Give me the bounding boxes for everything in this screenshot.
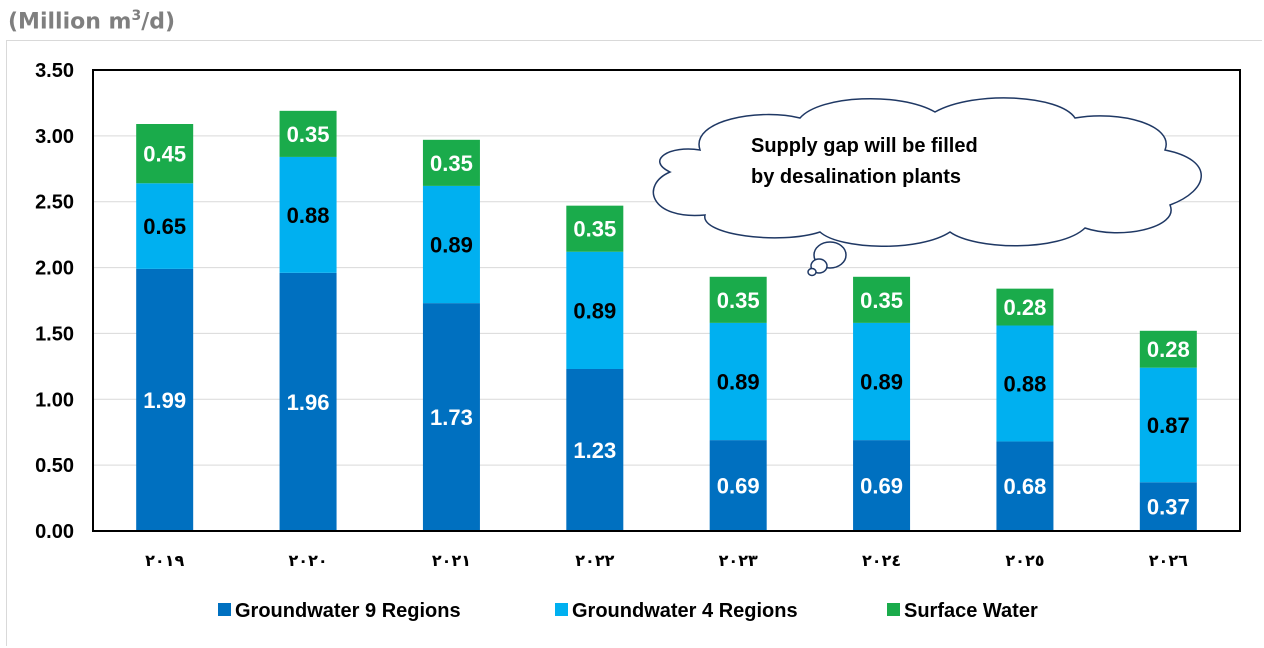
callout-line-2: by desalination plants bbox=[751, 166, 961, 188]
data-label: 0.88 bbox=[287, 203, 330, 228]
data-label: 0.37 bbox=[1147, 495, 1190, 520]
bar-segment bbox=[422, 185, 480, 304]
legend-label: Groundwater 4 Regions bbox=[572, 600, 798, 622]
legend-swatch bbox=[887, 603, 900, 616]
legend-label: Groundwater 9 Regions bbox=[235, 600, 461, 622]
bar-segment bbox=[136, 183, 194, 269]
data-label: 0.28 bbox=[1147, 337, 1190, 362]
chart-frame bbox=[6, 40, 1262, 646]
data-label: 0.68 bbox=[1004, 474, 1047, 499]
y-tick-label: 1.00 bbox=[35, 389, 74, 411]
y-tick-label: 3.00 bbox=[35, 126, 74, 148]
data-label: 0.89 bbox=[430, 233, 473, 258]
y-tick-label: 2.50 bbox=[35, 192, 74, 214]
bar-segment bbox=[1139, 367, 1197, 483]
bar-segment bbox=[853, 440, 911, 531]
bar-segment bbox=[566, 368, 624, 531]
data-label: 0.69 bbox=[717, 474, 760, 499]
callout-cloud: Supply gap will be filled by desalinatio… bbox=[652, 97, 1202, 277]
x-tick-label: ٢٠١٩ bbox=[145, 551, 184, 570]
data-label: 0.65 bbox=[143, 214, 186, 239]
bar-segment bbox=[996, 288, 1054, 326]
data-label: 0.35 bbox=[430, 151, 473, 176]
bar-segment bbox=[279, 272, 337, 531]
unit-label: (Million m3/d) bbox=[8, 8, 176, 35]
bar-segment bbox=[709, 276, 767, 323]
y-tick-label: 1.50 bbox=[35, 323, 74, 345]
legend-swatch bbox=[555, 603, 568, 616]
data-label: 0.69 bbox=[860, 474, 903, 499]
bars: 1.99 0.65 0.45 1.96 0.88 0.35 1.73 0.89 0.35 1.23… bbox=[136, 110, 1197, 531]
data-label: 0.35 bbox=[860, 288, 903, 313]
y-axis-ticks: 0.00 0.50 1.00 1.50 2.00 2.50 3.00 3.50 bbox=[35, 60, 74, 543]
data-label: 1.23 bbox=[573, 438, 616, 463]
data-label: 1.96 bbox=[287, 390, 330, 415]
bar-segment bbox=[422, 139, 480, 186]
data-label: 1.99 bbox=[143, 388, 186, 413]
bar-segment bbox=[1139, 330, 1197, 368]
data-label: 0.89 bbox=[860, 370, 903, 395]
legend: Groundwater 9 Regions Groundwater 4 Regio… bbox=[218, 600, 1038, 622]
data-label: 0.35 bbox=[573, 217, 616, 242]
x-tick-label: ٢٠٢٣ bbox=[719, 551, 758, 570]
bar-segment bbox=[279, 156, 337, 273]
data-label: 1.73 bbox=[430, 405, 473, 430]
y-tick-label: 0.00 bbox=[35, 521, 74, 543]
x-tick-label: ٢٠٢٤ bbox=[862, 551, 901, 570]
callout-line-1: Supply gap will be filled bbox=[751, 135, 978, 157]
bar-segment bbox=[136, 124, 194, 184]
bar-segment bbox=[853, 322, 911, 441]
bar-segment bbox=[566, 205, 624, 252]
cloud-shape bbox=[652, 97, 1202, 247]
x-tick-label: ٢٠٢٥ bbox=[1005, 551, 1044, 570]
x-tick-label: ٢٠٢١ bbox=[432, 551, 471, 570]
data-label: 0.35 bbox=[717, 288, 760, 313]
bar-segment bbox=[996, 441, 1054, 531]
cloud-bubble-small bbox=[807, 267, 817, 277]
x-tick-label: ٢٠٢٦ bbox=[1149, 551, 1188, 570]
y-tick-label: 3.50 bbox=[35, 60, 74, 82]
bar-segment bbox=[996, 325, 1054, 442]
legend-swatch bbox=[218, 603, 231, 616]
legend-label: Surface Water bbox=[904, 600, 1038, 622]
bar-segment bbox=[709, 322, 767, 441]
bar-segment bbox=[853, 276, 911, 323]
y-tick-label: 0.50 bbox=[35, 455, 74, 477]
data-label: 0.45 bbox=[143, 142, 186, 167]
bar-segment bbox=[422, 303, 480, 531]
data-label: 0.87 bbox=[1147, 413, 1190, 438]
bar-segment bbox=[279, 110, 337, 157]
bar-segment bbox=[1139, 482, 1197, 531]
bar-segment bbox=[566, 251, 624, 369]
plot-area-border bbox=[92, 69, 1241, 532]
x-tick-label: ٢٠٢٢ bbox=[575, 551, 614, 570]
data-label: 0.89 bbox=[717, 370, 760, 395]
y-tick-label: 2.00 bbox=[35, 258, 74, 280]
data-label: 0.89 bbox=[573, 298, 616, 323]
x-axis-ticks: ٢٠١٩ ٢٠٢٠ ٢٠٢١ ٢٠٢٢ ٢٠٢٣ ٢٠٢٤ ٢٠٢٥ ٢٠٢٦ bbox=[145, 551, 1188, 570]
bar-segment bbox=[136, 268, 194, 531]
bar-segment bbox=[709, 440, 767, 531]
x-tick-label: ٢٠٢٠ bbox=[289, 551, 328, 570]
data-label: 0.35 bbox=[287, 122, 330, 147]
data-label: 0.28 bbox=[1004, 295, 1047, 320]
data-label: 0.88 bbox=[1004, 371, 1047, 396]
